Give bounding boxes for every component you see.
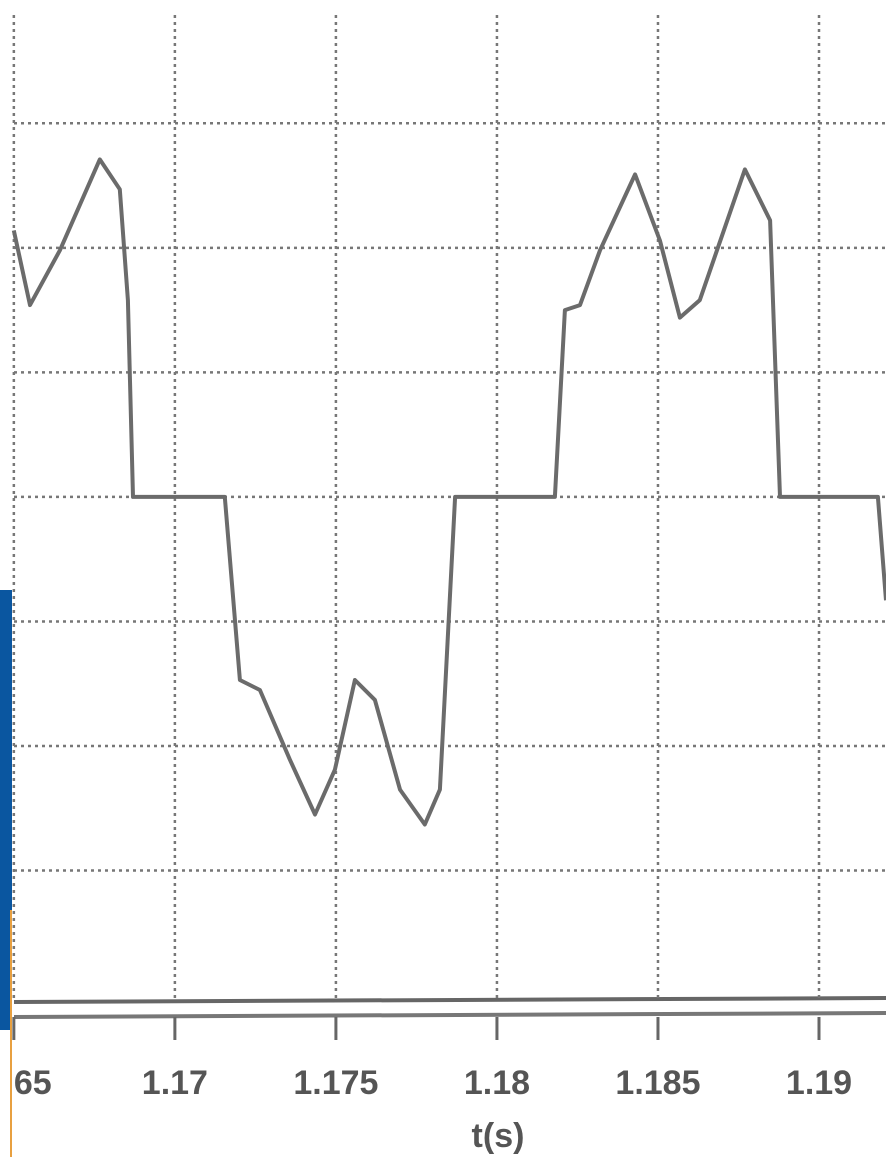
axis-line (13, 996, 886, 1004)
x-tick-label: 1.17 (142, 1064, 208, 1102)
x-tick-label: 1.19 (786, 1064, 852, 1102)
axis-line (13, 1011, 886, 1019)
edge-artifact (0, 590, 12, 1030)
x-tick-label: 1.18 (464, 1064, 530, 1102)
x-tick-label: 65 (14, 1064, 52, 1102)
line-series (11, 157, 886, 827)
x-tick-label: 1.185 (615, 1064, 700, 1102)
x-tick-label: 1.175 (293, 1064, 378, 1102)
x-axis-label: t(s) (472, 1117, 525, 1155)
